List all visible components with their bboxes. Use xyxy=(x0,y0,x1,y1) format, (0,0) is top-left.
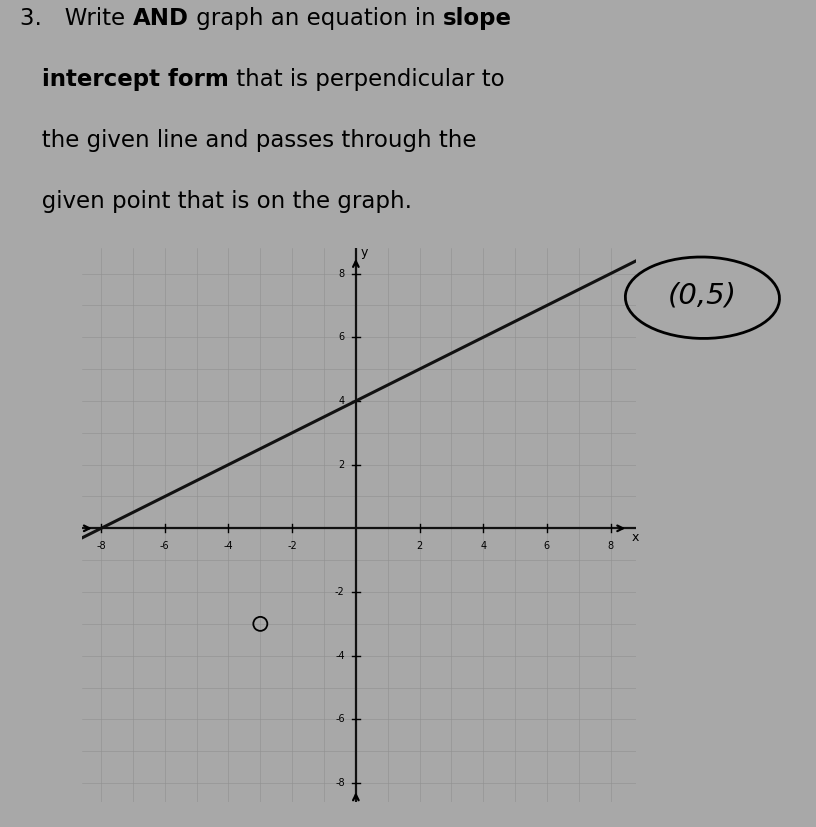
Text: 2: 2 xyxy=(416,541,423,551)
Text: -4: -4 xyxy=(224,541,233,551)
Text: -8: -8 xyxy=(335,778,344,788)
Text: 3. Write: 3. Write xyxy=(20,7,133,31)
Text: -8: -8 xyxy=(96,541,106,551)
Text: y: y xyxy=(360,246,367,259)
Text: -6: -6 xyxy=(160,541,170,551)
Text: -2: -2 xyxy=(287,541,297,551)
Text: intercept form: intercept form xyxy=(42,69,229,91)
Text: 2: 2 xyxy=(339,460,344,470)
Text: (0,5): (0,5) xyxy=(668,282,737,310)
Text: 8: 8 xyxy=(339,269,344,279)
Text: 4: 4 xyxy=(480,541,486,551)
Text: 8: 8 xyxy=(608,541,614,551)
Text: given point that is on the graph.: given point that is on the graph. xyxy=(20,190,412,213)
Text: 4: 4 xyxy=(339,396,344,406)
Text: -2: -2 xyxy=(335,587,344,597)
Text: 6: 6 xyxy=(339,332,344,342)
Text: the given line and passes through the: the given line and passes through the xyxy=(20,129,477,152)
Text: 6: 6 xyxy=(543,541,550,551)
Text: that is perpendicular to: that is perpendicular to xyxy=(229,69,504,91)
Text: graph an equation in: graph an equation in xyxy=(188,7,443,31)
Text: -6: -6 xyxy=(335,715,344,724)
Text: slope: slope xyxy=(443,7,512,31)
Text: x: x xyxy=(632,532,639,544)
Text: AND: AND xyxy=(133,7,188,31)
Text: -4: -4 xyxy=(335,651,344,661)
